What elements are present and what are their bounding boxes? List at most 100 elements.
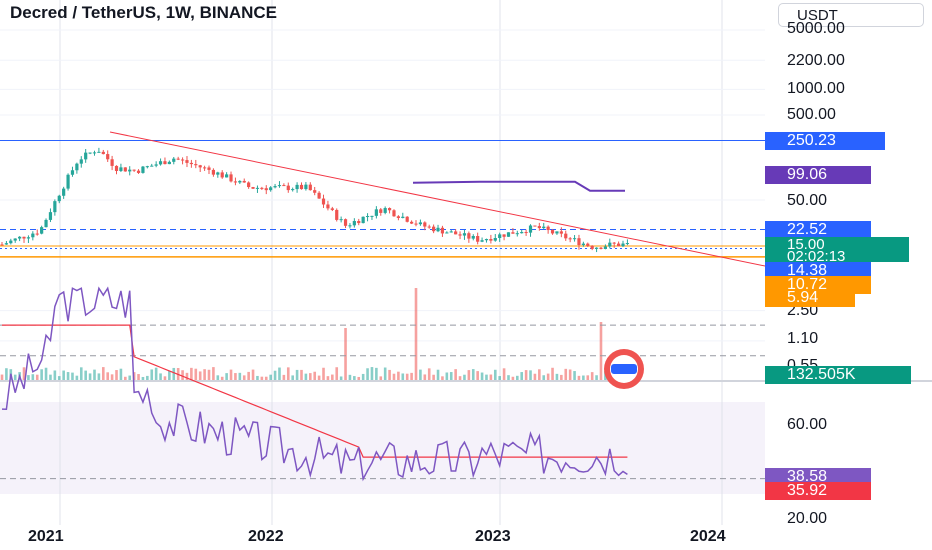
- volume-bar: [212, 367, 215, 380]
- candle-body: [418, 222, 423, 225]
- volume-bar: [62, 370, 65, 380]
- volume-bar: [405, 373, 409, 380]
- candle-body: [528, 225, 533, 233]
- candle-body: [158, 161, 163, 165]
- volume-bar: [185, 372, 189, 380]
- candle-body: [484, 238, 489, 241]
- volume-bar: [5, 368, 8, 380]
- candle-body: [410, 221, 414, 224]
- volume-bar: [278, 367, 281, 380]
- candle-body: [520, 232, 524, 234]
- volume-bar: [295, 369, 299, 380]
- candle-body: [625, 243, 630, 245]
- volume-bar: [485, 374, 488, 380]
- candle-body: [145, 166, 149, 168]
- candle-body: [132, 169, 136, 171]
- candle-body: [282, 185, 286, 187]
- volume-bar: [595, 375, 598, 380]
- candle-body: [458, 234, 462, 236]
- volume-bar: [375, 367, 378, 380]
- candle-body: [101, 151, 105, 155]
- volume-bar: [269, 374, 272, 380]
- tradingview-logo-icon[interactable]: [604, 349, 644, 389]
- volume-bar: [313, 371, 317, 380]
- current-price-label: 15.00 02:02:13: [765, 237, 909, 264]
- volume-bar: [331, 374, 334, 380]
- volume-bar: [322, 367, 325, 380]
- volume-bar: [35, 374, 39, 380]
- candle-body: [550, 230, 555, 234]
- candle-body: [260, 187, 264, 189]
- volume-bar: [172, 367, 176, 380]
- candle-body: [308, 184, 312, 191]
- candle-body: [401, 216, 405, 218]
- volume-bar: [344, 328, 347, 380]
- volume-bar: [542, 375, 546, 380]
- candle-body: [542, 226, 546, 229]
- volume-bar: [348, 374, 352, 380]
- chart-title: Decred / TetherUS, 1W, BINANCE: [10, 3, 278, 22]
- volume-bar: [441, 376, 444, 380]
- candle-body: [238, 180, 242, 183]
- volume-bar: [511, 376, 515, 380]
- volume-bars: [0, 288, 629, 380]
- volume-bar: [388, 369, 391, 380]
- volume-bar: [361, 373, 365, 380]
- volume-bar: [229, 369, 233, 380]
- rsi-pane: [0, 286, 765, 482]
- volume-bar: [498, 376, 501, 380]
- candle-body: [216, 172, 220, 175]
- volume-bar: [309, 373, 312, 380]
- candle-body: [577, 238, 581, 246]
- candle-body: [493, 237, 497, 241]
- candle-body: [326, 204, 330, 209]
- volume-bar: [264, 376, 268, 380]
- candle-body: [454, 231, 458, 235]
- candle-body: [264, 188, 268, 191]
- candles: [0, 147, 630, 253]
- currency-selector[interactable]: USDT: [778, 3, 924, 27]
- candle-body: [128, 169, 132, 172]
- support-label: 14.38: [765, 262, 871, 280]
- candle-body: [220, 172, 224, 178]
- candle-body: [317, 192, 321, 199]
- candle-body: [198, 165, 202, 168]
- candle-body: [524, 232, 528, 234]
- volume-bar: [159, 373, 162, 380]
- volume-bar: [141, 376, 145, 380]
- volume-bar: [27, 375, 30, 380]
- volume-bar: [577, 375, 581, 380]
- volume-bar: [88, 373, 92, 380]
- volume-bar: [423, 374, 427, 380]
- volume-bar: [256, 375, 259, 380]
- candle-body: [533, 225, 537, 227]
- volume-bar: [432, 374, 435, 380]
- volume-bar: [467, 370, 471, 380]
- volume-bar: [419, 369, 422, 380]
- candle-body: [480, 240, 484, 242]
- candle-body: [66, 174, 70, 189]
- volume-bar: [454, 369, 457, 380]
- candle-body: [370, 215, 374, 217]
- candle-body: [291, 189, 295, 191]
- rsi-ma-line: [2, 324, 628, 458]
- candle-body: [617, 243, 621, 247]
- volume-bar: [573, 371, 576, 380]
- volume-bar: [101, 367, 105, 380]
- volume-bar: [379, 376, 383, 380]
- volume-bar: [489, 374, 493, 380]
- volume-bar: [190, 367, 193, 380]
- candle-body: [163, 161, 167, 165]
- candle-body: [189, 162, 193, 165]
- volume-bar: [392, 373, 396, 380]
- candle-body: [225, 174, 229, 178]
- candle-body: [594, 247, 599, 249]
- dashed-level-label: 22.52: [765, 221, 871, 239]
- volume-bar: [146, 375, 149, 380]
- volume-bar: [291, 375, 294, 380]
- candle-body: [295, 184, 299, 190]
- candle-body: [119, 167, 123, 171]
- candle-body: [136, 170, 141, 173]
- volume-bar: [516, 375, 519, 380]
